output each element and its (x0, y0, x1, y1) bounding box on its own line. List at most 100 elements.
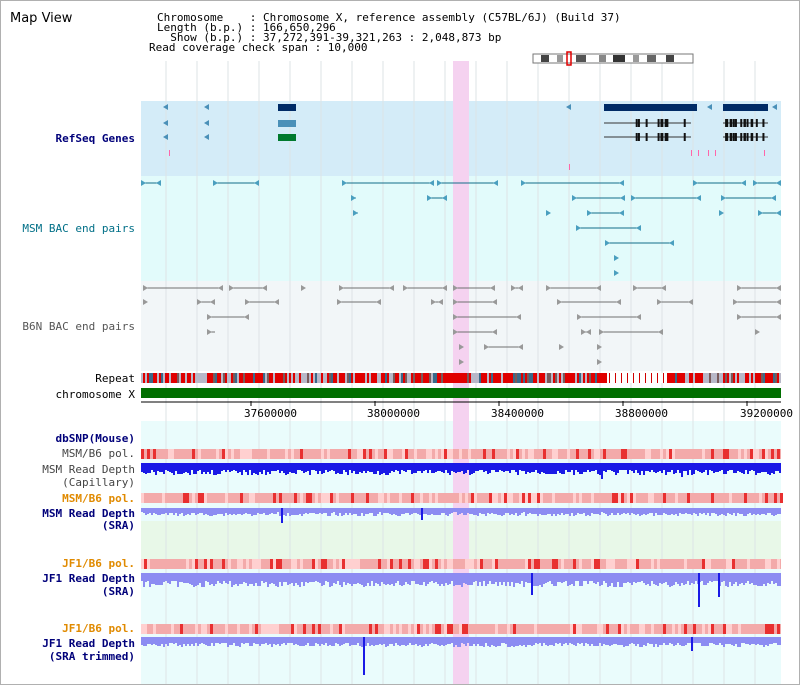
repeat-element (583, 373, 585, 383)
polymorphism-low (171, 449, 174, 459)
read-depth-bar (241, 508, 243, 515)
polymorphism-low (639, 624, 642, 634)
read-depth-bar (355, 637, 357, 645)
show-range-info: Show (b.p.) : 37,272,391-39,321,263 : 2,… (157, 31, 502, 44)
read-depth-bar (439, 508, 441, 515)
polymorphism-hit (555, 559, 558, 569)
polymorphism-low (171, 624, 174, 634)
read-depth-bar (657, 637, 659, 647)
repeat-element (559, 373, 561, 383)
read-depth-bar (439, 637, 441, 646)
polymorphism-low (765, 559, 768, 569)
read-depth-bar (403, 573, 405, 585)
read-depth-bar (185, 573, 187, 583)
repeat-element (723, 373, 725, 383)
track-label-msm-bac[interactable]: MSM BAC end pairs (22, 222, 135, 235)
read-depth-bar (347, 508, 349, 515)
read-depth-bar (573, 463, 575, 475)
feature-arrow (696, 195, 701, 201)
repeat-element (777, 373, 779, 383)
read-depth-bar (729, 573, 731, 582)
read-depth-bar (189, 508, 191, 515)
read-depth-bar (771, 508, 773, 515)
read-depth-bar (573, 637, 575, 645)
read-depth-bar (197, 637, 199, 646)
gene-block (278, 120, 296, 127)
polymorphism-low (429, 559, 432, 569)
read-depth-bar (379, 463, 381, 475)
read-depth-bar (197, 573, 199, 585)
read-depth-bar (181, 508, 183, 513)
read-depth-bar (461, 508, 463, 513)
read-depth-bar (667, 637, 669, 645)
polymorphism-hit (669, 449, 672, 459)
polymorphism-low (417, 559, 420, 569)
read-depth-bar (429, 508, 431, 515)
polymorphism-low (327, 493, 330, 503)
repeat-element (533, 373, 535, 383)
read-depth-bar (339, 508, 341, 513)
read-depth-bar (661, 637, 663, 645)
read-depth-bar (539, 463, 541, 474)
read-depth-bar (253, 637, 255, 643)
repeat-element (645, 373, 646, 383)
read-depth-bar (727, 573, 729, 587)
polymorphism-low (633, 559, 636, 569)
track-label-jf1-depth-trimmed[interactable]: JF1 Read Depth (42, 637, 135, 650)
read-depth-bar (175, 463, 177, 471)
read-depth-bar (367, 637, 369, 643)
read-depth-bar (187, 463, 189, 473)
read-depth-bar (737, 508, 739, 513)
track-label-refseq[interactable]: RefSeq Genes (55, 132, 135, 145)
track-label-b6n-bac[interactable]: B6N BAC end pairs (22, 320, 135, 333)
read-depth-bar (231, 508, 233, 515)
read-depth-bar (161, 637, 163, 644)
polymorphism-low (147, 559, 150, 569)
read-depth-bar (721, 637, 723, 645)
track-label-msm-depth-capillary[interactable]: MSM Read Depth (42, 463, 135, 476)
polymorphism-low (228, 559, 231, 569)
track-label-msm-b6-pol-1[interactable]: MSM/B6 pol. (62, 447, 135, 460)
read-depth-bar (665, 508, 667, 514)
read-depth-bar (721, 508, 723, 514)
read-depth-bar (731, 637, 733, 645)
feature-arrow (619, 210, 624, 216)
read-depth-bar (341, 508, 343, 516)
track-label-jf1-b6-pol-2[interactable]: JF1/B6 pol. (62, 622, 135, 635)
read-depth-bar (705, 508, 707, 515)
read-depth-bar (581, 463, 583, 474)
read-depth-bar (747, 637, 749, 644)
read-depth-bar (321, 637, 323, 644)
polymorphism-low (429, 624, 432, 634)
track-label-jf1-b6-pol-1[interactable]: JF1/B6 pol. (62, 557, 135, 570)
read-depth-bar (391, 637, 393, 644)
polymorphism-low (672, 449, 675, 459)
polymorphism-hit (273, 493, 276, 503)
read-depth-bar (717, 463, 719, 472)
read-depth-bar (535, 637, 537, 643)
polymorphism-low (738, 449, 741, 459)
read-depth-bar (607, 463, 609, 470)
feature-arrow (581, 329, 586, 335)
gene-arrow (566, 104, 571, 110)
track-label-chromosome: chromosome X (55, 388, 135, 401)
read-depth-bar (515, 637, 517, 646)
read-depth-bar (461, 573, 463, 587)
read-depth-bar (233, 508, 235, 514)
track-label-jf1-depth-sra[interactable]: JF1 Read Depth (42, 572, 135, 585)
repeat-element (549, 373, 551, 383)
ideogram-band (541, 55, 549, 62)
polymorphism-low (399, 624, 402, 634)
gene-arrow (772, 104, 777, 110)
read-depth-bar (681, 573, 683, 583)
polymorphism-low (273, 624, 276, 634)
read-depth-bar (333, 637, 335, 646)
polymorphism-low (447, 449, 450, 459)
read-depth-bar (287, 508, 289, 513)
track-label-msm-depth-sra[interactable]: MSM Read Depth (42, 507, 135, 520)
track-label-msm-b6-pol-2[interactable]: MSM/B6 pol. (62, 492, 135, 505)
read-depth-bar (303, 508, 305, 514)
track-label-dbsnp[interactable]: dbSNP(Mouse) (55, 432, 135, 445)
polymorphism-low (591, 559, 594, 569)
